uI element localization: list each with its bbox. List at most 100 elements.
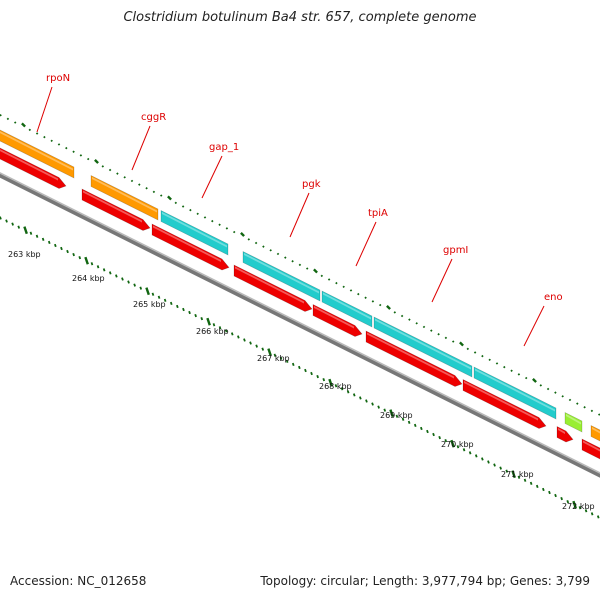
- features-layer: [0, 129, 600, 460]
- kbp-tick-major: [23, 226, 28, 235]
- scale-tick-minor: [123, 176, 126, 179]
- scale-tick-minor: [400, 314, 404, 318]
- feature-orange-rpoN: [0, 129, 75, 179]
- scale-tick-major: [167, 195, 172, 201]
- scale-tick-minor: [335, 281, 338, 285]
- cds-small: [556, 426, 574, 443]
- kbp-tick-minor: [535, 484, 539, 489]
- scale-tick-minor: [364, 296, 367, 299]
- kbp-tick-minor: [291, 362, 295, 367]
- scale-tick-major: [240, 232, 245, 237]
- scale-tick-minor: [108, 168, 112, 172]
- cds-tpiA-shine: [314, 306, 354, 329]
- kbp-tick-minor: [194, 313, 197, 318]
- backbone-highlight: [0, 172, 600, 474]
- kbp-tick-minor: [377, 405, 380, 409]
- kbp-tick-minor: [96, 265, 100, 269]
- feature-orange-cggR: [90, 175, 159, 221]
- cds-gap: [151, 223, 230, 271]
- kbp-tick-minor: [102, 268, 106, 272]
- kbp-tick-minor: [554, 493, 557, 498]
- leader-line-eno: [523, 305, 545, 347]
- kbp-tick-major: [267, 348, 272, 357]
- kbp-tick-minor: [5, 219, 8, 223]
- kbp-label: 270 kbp: [441, 440, 474, 449]
- kbp-tick-minor: [72, 252, 75, 257]
- scale-tick-minor: [145, 187, 148, 190]
- kbp-tick-minor: [487, 460, 490, 464]
- kbp-tick-minor: [340, 387, 344, 391]
- kbp-tick-minor: [456, 445, 460, 449]
- scale-tick-minor: [174, 201, 178, 205]
- kbp-tick-minor: [566, 500, 570, 504]
- kbp-label: 269 kbp: [380, 411, 413, 420]
- scale-tick-minor: [138, 183, 141, 186]
- scale-tick-minor: [211, 219, 214, 223]
- scale-tick-minor: [196, 212, 199, 216]
- map-title: Clostridium botulinum Ba4 str. 657, comp…: [123, 10, 477, 25]
- scale-tick-minor: [510, 369, 513, 372]
- kbp-tick-minor: [285, 359, 289, 363]
- scale-tick-minor: [320, 274, 324, 278]
- kbp-tick-minor: [255, 344, 258, 348]
- scale-tick-minor: [159, 194, 163, 197]
- kbp-tick-minor: [334, 384, 338, 388]
- feature-cyan-tpiA: [321, 290, 373, 328]
- feature-cyan-gap: [160, 210, 229, 256]
- kbp-tick-minor: [395, 414, 399, 418]
- scale-tick-minor: [86, 157, 90, 161]
- scale-tick-minor: [371, 300, 375, 303]
- scale-tick-minor: [430, 329, 433, 332]
- cds-rpoN-shine: [0, 149, 58, 181]
- kbp-tick-minor: [115, 274, 118, 278]
- scale-tick-minor: [444, 336, 448, 340]
- gene-label-pgk: pgk: [302, 179, 321, 190]
- gene-label-tpia: tpiA: [368, 208, 388, 219]
- scale-tick-minor: [254, 241, 258, 245]
- scale-tick-major: [94, 159, 99, 164]
- tick-marks-layer: [0, 114, 600, 519]
- scale-tick-minor: [181, 205, 185, 208]
- kbp-tick-minor: [316, 374, 319, 379]
- kbp-tick-major: [84, 256, 89, 265]
- kbp-tick-major: [450, 439, 455, 448]
- kbp-tick-minor: [17, 225, 21, 229]
- kbp-tick-minor: [60, 246, 63, 251]
- kbp-tick-minor: [590, 512, 594, 516]
- kbp-tick-minor: [383, 408, 387, 412]
- kbp-tick-minor: [157, 295, 161, 299]
- kbp-tick-minor: [420, 426, 423, 431]
- kbp-tick-minor: [41, 237, 45, 241]
- kbp-tick-minor: [474, 454, 478, 458]
- scale-tick-minor: [232, 230, 236, 234]
- scale-tick-minor: [568, 398, 572, 402]
- accession-text: Accession: NC_012658: [10, 574, 147, 588]
- kbp-tick-minor: [261, 347, 265, 351]
- gene-label-gap-1: gap_1: [209, 142, 239, 153]
- kbp-tick-minor: [29, 231, 33, 235]
- kbp-tick-minor: [560, 496, 563, 501]
- scale-tick-minor: [554, 391, 557, 394]
- cds-cggR: [81, 188, 151, 231]
- scale-tick-minor: [130, 179, 134, 183]
- cds-edge-shine: [583, 440, 600, 452]
- kbp-tick-minor: [121, 277, 124, 281]
- feature-orange-cggR-shine: [92, 177, 157, 213]
- kbp-label: 267 kbp: [257, 354, 290, 363]
- scale-tick-minor: [79, 154, 83, 157]
- scale-tick-major: [459, 341, 464, 347]
- kbp-tick-minor: [529, 481, 533, 485]
- scale-tick-minor: [291, 260, 294, 263]
- kbp-tick-minor: [352, 393, 356, 397]
- feature-cyan-gpmI: [373, 316, 473, 378]
- feature-orange-edge-shine: [592, 427, 600, 434]
- kbp-tick-major: [206, 317, 211, 326]
- kbp-label: 272 kbp: [562, 502, 595, 511]
- kbp-tick-major: [328, 378, 333, 387]
- leader-line-rpon: [36, 86, 53, 133]
- kbp-label: 268 kbp: [319, 382, 352, 391]
- kbp-tick-minor: [188, 310, 191, 315]
- cds-eno-shine: [464, 381, 538, 421]
- labels-layer: 263 kbp 264 kbp 265 kbp 266 kbp 267 kbp 268 k…: [8, 73, 595, 511]
- scale-tick-minor: [72, 150, 75, 153]
